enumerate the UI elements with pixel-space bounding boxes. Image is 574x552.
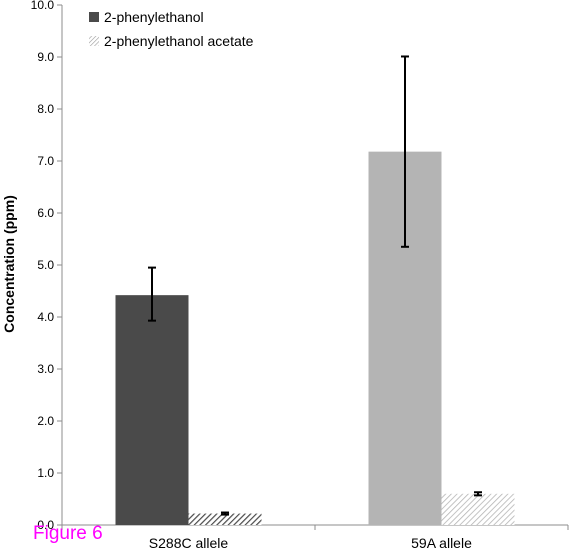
figure-label: Figure 6: [33, 523, 103, 544]
y-tick-label: 1.0: [37, 466, 54, 480]
legend-label-2-phenylethanol: 2-phenylethanol: [104, 9, 204, 25]
legend: 2-phenylethanol 2-phenylethanol acetate: [89, 9, 254, 49]
y-tick-label: 0.0: [37, 518, 54, 532]
y-tick-label: 5.0: [37, 258, 54, 272]
y-tick-label: 10.0: [31, 0, 55, 12]
legend-swatch-2-phenylethanol: [89, 12, 99, 22]
y-tick-label: 4.0: [37, 310, 54, 324]
y-tick-label: 7.0: [37, 154, 54, 168]
legend-label-2-phenylethanol-acetate: 2-phenylethanol acetate: [104, 33, 254, 49]
bar-2-phenylethanol-acetate-59A-allele: [441, 493, 515, 525]
axes: 0.0 1.0 2.0 3.0 4.0 5.0 6.0 7.0 8.0 9.0 10.0 S288C …: [31, 0, 569, 551]
y-axis-label: Concentration (ppm): [1, 195, 17, 333]
legend-swatch-2-phenylethanol-acetate: [89, 36, 99, 46]
bar-2-phenylethanol-S288C-allele: [115, 295, 189, 525]
bars: [115, 151, 515, 525]
y-tick-label: 8.0: [37, 102, 54, 116]
y-tick-label: 9.0: [37, 50, 54, 64]
y-tick-label: 6.0: [37, 206, 54, 220]
x-tick-label: S288C allele: [149, 535, 229, 551]
error-bars: [148, 55, 482, 516]
y-tick-label: 2.0: [37, 414, 54, 428]
bar-2-phenylethanol-acetate-S288C-allele: [188, 513, 262, 525]
y-tick-label: 3.0: [37, 362, 54, 376]
x-tick-label: 59A allele: [411, 535, 472, 551]
